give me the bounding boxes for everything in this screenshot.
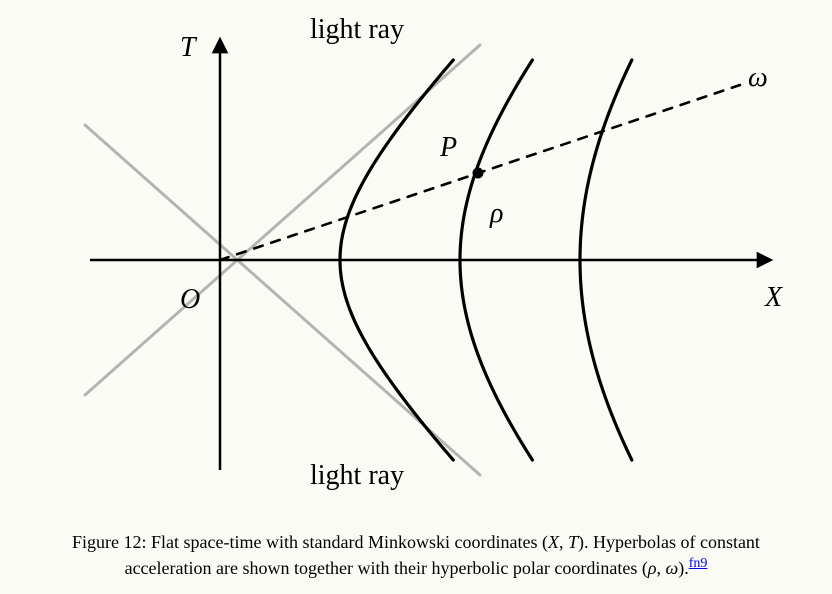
caption-var-x: X	[548, 532, 559, 552]
figure-caption: Figure 12: Flat space-time with standard…	[0, 530, 832, 580]
coord-label-rho: ρ	[490, 198, 503, 230]
spacetime-diagram	[0, 0, 832, 594]
axes	[90, 40, 770, 470]
point-p	[473, 168, 484, 179]
axis-label-t: T	[180, 32, 196, 64]
light-ray-label-top: light ray	[310, 14, 404, 46]
caption-text-1: Figure 12: Flat space-time with standard…	[72, 532, 548, 552]
origin-label: O	[180, 284, 200, 316]
caption-var-t: T	[568, 532, 578, 552]
caption-var-rho: ρ	[648, 558, 657, 578]
coord-label-omega: ω	[748, 62, 768, 94]
figure-12: T X O P ρ ω light ray light ray Figure 1…	[0, 0, 832, 594]
point-label-p: P	[440, 132, 457, 164]
caption-var-omega: ω	[666, 558, 679, 578]
caption-text-3: ).	[678, 558, 689, 578]
axis-label-x: X	[765, 282, 782, 314]
footnote-link[interactable]: fn9	[689, 556, 708, 571]
caption-sep-2: ,	[657, 558, 666, 578]
light-ray-label-bottom: light ray	[310, 460, 404, 492]
caption-sep-1: ,	[559, 532, 568, 552]
